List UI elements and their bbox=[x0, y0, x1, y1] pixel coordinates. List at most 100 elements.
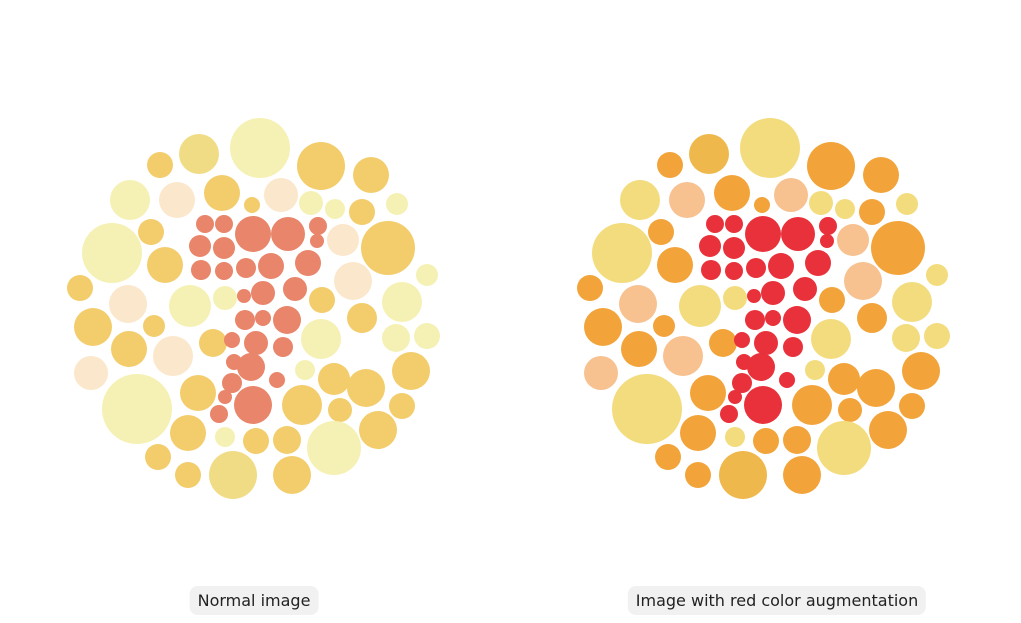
dot bbox=[236, 258, 256, 278]
dot bbox=[706, 215, 724, 233]
dot bbox=[783, 306, 811, 334]
dot bbox=[728, 390, 742, 404]
dot bbox=[765, 310, 781, 326]
dot bbox=[732, 373, 752, 393]
dot bbox=[325, 199, 345, 219]
dot bbox=[621, 331, 657, 367]
dot bbox=[761, 281, 785, 305]
dot bbox=[857, 303, 887, 333]
dot bbox=[102, 374, 172, 444]
dot bbox=[230, 118, 290, 178]
dot bbox=[745, 310, 765, 330]
dot bbox=[926, 264, 948, 286]
dot bbox=[204, 175, 240, 211]
dot bbox=[774, 178, 808, 212]
dot bbox=[235, 216, 271, 252]
dot bbox=[175, 462, 201, 488]
dot bbox=[282, 385, 322, 425]
dot bbox=[807, 142, 855, 190]
dot bbox=[67, 275, 93, 301]
dot bbox=[744, 386, 782, 424]
dot bbox=[805, 360, 825, 380]
dot bbox=[138, 219, 164, 245]
dot bbox=[689, 134, 729, 174]
dot bbox=[251, 281, 275, 305]
dot bbox=[243, 428, 269, 454]
dot bbox=[779, 372, 795, 388]
dot bbox=[328, 398, 352, 422]
dot bbox=[709, 329, 737, 357]
dot bbox=[844, 262, 882, 300]
dot bbox=[382, 324, 410, 352]
dot bbox=[655, 444, 681, 470]
dot bbox=[269, 372, 285, 388]
dot bbox=[273, 337, 293, 357]
dot bbox=[218, 390, 232, 404]
dot bbox=[180, 375, 216, 411]
dot bbox=[273, 306, 301, 334]
dot bbox=[255, 310, 271, 326]
dot bbox=[199, 329, 227, 357]
dot bbox=[837, 224, 869, 256]
dot bbox=[110, 180, 150, 220]
dot bbox=[392, 352, 430, 390]
dot bbox=[258, 253, 284, 279]
dot bbox=[746, 258, 766, 278]
dot bbox=[620, 180, 660, 220]
dot bbox=[382, 282, 422, 322]
dot bbox=[719, 451, 767, 499]
dot bbox=[699, 235, 721, 257]
dot bbox=[612, 374, 682, 444]
dot bbox=[584, 356, 618, 390]
dot bbox=[899, 393, 925, 419]
dot bbox=[237, 353, 265, 381]
dot bbox=[584, 308, 622, 346]
dot bbox=[244, 197, 260, 213]
dot bbox=[318, 363, 350, 395]
dot bbox=[327, 224, 359, 256]
dot bbox=[892, 324, 920, 352]
dot bbox=[747, 353, 775, 381]
dot bbox=[224, 332, 240, 348]
dot bbox=[720, 405, 738, 423]
dot bbox=[835, 199, 855, 219]
dot bbox=[805, 250, 831, 276]
dot bbox=[714, 175, 750, 211]
dot bbox=[353, 157, 389, 193]
dot bbox=[754, 331, 778, 355]
dot bbox=[299, 191, 323, 215]
dot bbox=[819, 217, 837, 235]
dot bbox=[783, 426, 811, 454]
dot bbox=[244, 331, 268, 355]
dot bbox=[111, 331, 147, 367]
dot bbox=[159, 182, 195, 218]
dot bbox=[793, 277, 817, 301]
caption: Image with red color augmentation bbox=[627, 586, 927, 615]
dot bbox=[669, 182, 705, 218]
dot bbox=[359, 411, 397, 449]
dot bbox=[896, 193, 918, 215]
dot bbox=[619, 285, 657, 323]
dot bbox=[902, 352, 940, 390]
dot bbox=[361, 221, 415, 275]
dot bbox=[82, 223, 142, 283]
dot bbox=[389, 393, 415, 419]
dot bbox=[349, 199, 375, 225]
dot bbox=[783, 337, 803, 357]
dot bbox=[235, 310, 255, 330]
dot bbox=[592, 223, 652, 283]
dot bbox=[309, 287, 335, 313]
dot bbox=[740, 118, 800, 178]
dot bbox=[213, 286, 237, 310]
dot bbox=[74, 356, 108, 390]
dot bbox=[863, 157, 899, 193]
dot bbox=[768, 253, 794, 279]
dot bbox=[828, 363, 860, 395]
dot bbox=[820, 234, 834, 248]
dot bbox=[679, 285, 721, 327]
dot bbox=[170, 415, 206, 451]
dot bbox=[725, 215, 743, 233]
dot bbox=[295, 250, 321, 276]
dot bbox=[145, 444, 171, 470]
